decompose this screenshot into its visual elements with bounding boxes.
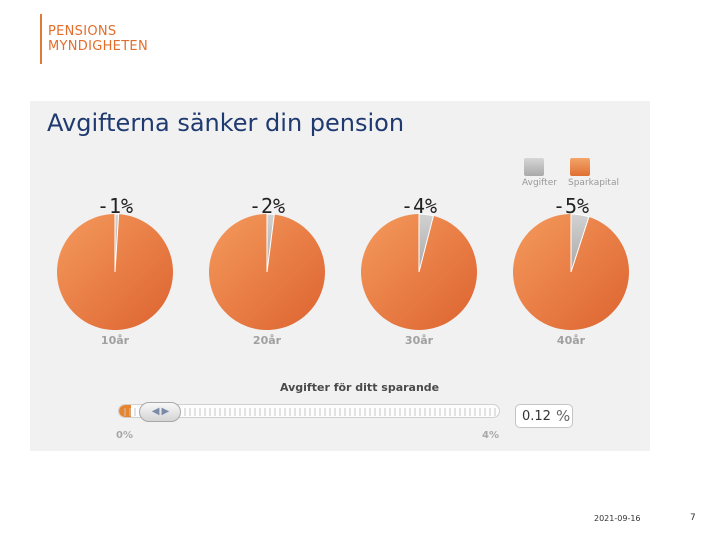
pie-slice-fees: [418, 213, 435, 273]
pie-svg: [209, 213, 325, 330]
pie-slice-fees: [570, 213, 590, 273]
logo-line-1: PENSIONS: [48, 24, 117, 39]
pie-year-label: 10år: [100, 334, 130, 347]
pie-slice-fees: [266, 213, 275, 273]
slider-min-label: 0%: [116, 430, 133, 441]
legend-label-capital: Sparkapital: [568, 178, 619, 188]
pie-year-label: 20år: [252, 334, 282, 347]
pie-svg: [361, 213, 477, 330]
pie-chart-3: -4% 30år: [354, 190, 484, 350]
fee-slider-handle[interactable]: ◀ ▶: [139, 402, 182, 422]
pie-chart-2: -2% 20år: [202, 190, 332, 350]
fee-value-unit: %: [556, 407, 571, 425]
pie-chart-1: -1% 10år: [50, 190, 180, 350]
slider-max-label: 4%: [482, 430, 499, 441]
arrow-left-icon: ◀: [151, 406, 160, 417]
legend-swatch-fees: [524, 158, 544, 176]
page-number: 7: [690, 513, 696, 523]
footer-date: 2021-09-16: [594, 514, 641, 523]
pie-svg: [513, 213, 629, 330]
logo-bar: [40, 14, 42, 64]
slide-title: Avgifterna sänker din pension: [47, 109, 405, 137]
logo-text: PENSIONS MYNDIGHETEN: [48, 14, 148, 64]
logo: PENSIONS MYNDIGHETEN: [40, 14, 148, 64]
pie-slice-fees: [114, 213, 120, 273]
slider-title: Avgifter för ditt sparande: [280, 381, 440, 394]
pie-year-label: 40år: [556, 334, 586, 347]
logo-line-2: MYNDIGHETEN: [48, 39, 148, 54]
fee-slider-track[interactable]: [118, 404, 500, 418]
fee-value-text: 0.12: [522, 408, 551, 424]
pie-chart-4: -5% 40år: [506, 190, 636, 350]
pie-year-label: 30år: [404, 334, 434, 347]
arrow-right-icon: ▶: [161, 406, 170, 417]
fee-value-field[interactable]: 0.12 %: [515, 404, 573, 428]
legend-label-fees: Avgifter: [522, 178, 557, 188]
pie-svg: [56, 213, 173, 330]
legend-swatch-capital: [570, 158, 590, 176]
